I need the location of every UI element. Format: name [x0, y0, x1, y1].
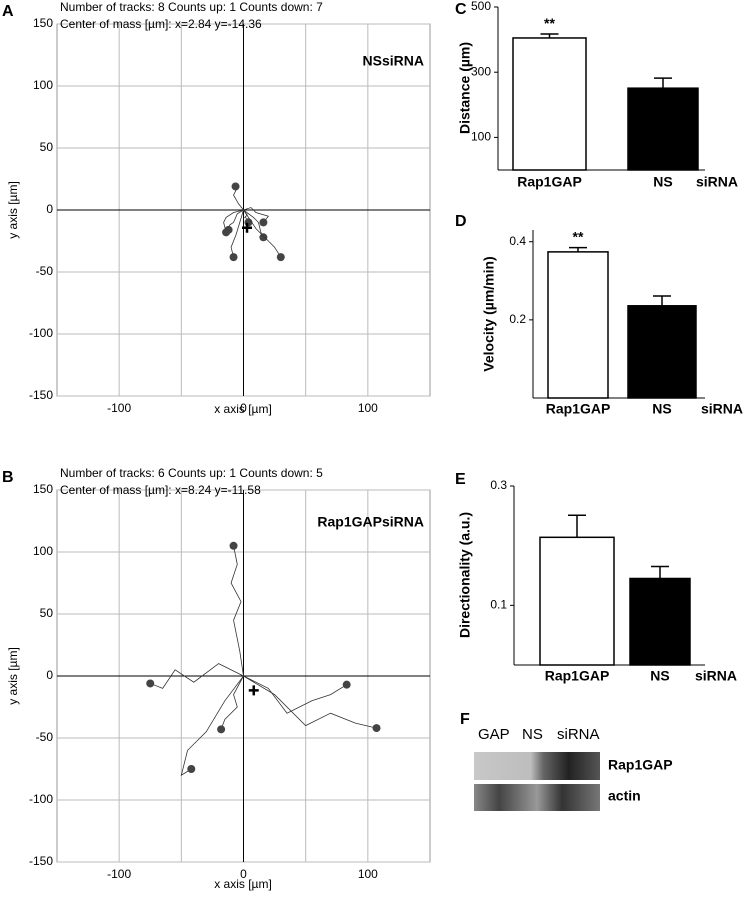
- y-tick-label: 0: [46, 202, 53, 216]
- header: Center of mass [µm]: x=8.24 y=-11.58: [60, 483, 261, 497]
- panel-letter: B: [2, 469, 14, 486]
- y-tick-label: 0.4: [509, 234, 526, 248]
- track: [180, 675, 244, 777]
- y-tick-label: 100: [471, 130, 491, 144]
- panel-letter: C: [455, 1, 467, 18]
- y-tick-label: 150: [33, 482, 53, 496]
- y-tick-label: 0.2: [509, 312, 526, 326]
- y-tick-label: 50: [40, 140, 54, 154]
- center-of-mass: [248, 685, 259, 696]
- band-label: Rap1GAP: [608, 757, 673, 773]
- track-end: [372, 724, 381, 733]
- y-tick-label: -100: [29, 326, 53, 340]
- bar: [627, 305, 697, 399]
- track-end: [146, 679, 155, 688]
- x-tick-label: Rap1GAP: [546, 401, 611, 417]
- x-tick-label: NS: [652, 401, 671, 417]
- track: [230, 545, 244, 677]
- y-tick-label: -50: [36, 730, 54, 744]
- track-end: [229, 541, 238, 550]
- y-tick-label: 100: [33, 544, 53, 558]
- track: [230, 209, 244, 258]
- y-tick-label: 0.1: [490, 598, 507, 612]
- track: [220, 675, 244, 730]
- y-axis-label: y axis [µm]: [6, 181, 20, 239]
- track-end: [231, 182, 240, 191]
- y-tick-label: 150: [33, 16, 53, 30]
- track-end: [259, 233, 268, 242]
- y-tick-label: -150: [29, 854, 53, 868]
- band-label: actin: [608, 788, 641, 804]
- panel-letter: D: [455, 213, 467, 230]
- blot-band: [474, 752, 600, 780]
- panel-letter: F: [460, 711, 470, 728]
- track-end: [222, 228, 231, 237]
- track-end: [244, 218, 253, 227]
- blot: F GAP NS siRNA Rap1GAP actin: [460, 711, 673, 811]
- y-axis-label: Velocity (µm/min): [481, 256, 497, 371]
- x-tick-label: -100: [107, 867, 131, 881]
- group-label: siRNA: [701, 401, 743, 417]
- y-tick-label: -150: [29, 388, 53, 402]
- x-tick-label: NS: [653, 174, 672, 190]
- significance: **: [544, 15, 555, 31]
- plot-label: Rap1GAPsiRNA: [317, 514, 424, 530]
- group-label: siRNA: [695, 668, 737, 684]
- y-tick-label: 50: [40, 606, 54, 620]
- track: [243, 209, 282, 258]
- track-end: [187, 765, 196, 773]
- y-axis-label: Distance (µm): [457, 42, 473, 134]
- y-tick-label: 500: [471, 0, 491, 13]
- header: Center of mass [µm]: x=2.84 y=-14.36: [60, 17, 262, 31]
- track: [223, 209, 244, 233]
- y-tick-label: 100: [33, 78, 53, 92]
- significance: **: [573, 228, 584, 244]
- panel-letter: A: [2, 3, 14, 20]
- y-tick-label: -100: [29, 792, 53, 806]
- track: [150, 663, 244, 689]
- y-tick-label: -50: [36, 264, 54, 278]
- x-axis-label: x axis [µm]: [214, 402, 272, 416]
- x-tick-label: Rap1GAP: [517, 174, 582, 190]
- track: [243, 675, 347, 714]
- bar: [627, 87, 699, 171]
- x-tick-label: 0: [240, 867, 247, 881]
- blot-band: [474, 784, 600, 811]
- lane-label: GAP: [478, 726, 510, 743]
- lane-label: NS: [522, 726, 543, 743]
- y-axis-label: Directionality (a.u.): [457, 512, 473, 638]
- bar: [539, 536, 615, 666]
- x-tick-label: 100: [358, 401, 378, 415]
- x-tick-label: -100: [107, 401, 131, 415]
- x-axis-label: x axis [µm]: [214, 877, 272, 891]
- y-tick-label: 300: [471, 64, 491, 78]
- x-tick-label: 100: [358, 867, 378, 881]
- panel-letter: E: [455, 471, 466, 488]
- bar: [547, 251, 609, 399]
- track: [243, 675, 377, 729]
- track-end: [276, 253, 285, 262]
- track-end: [229, 253, 238, 262]
- x-tick-label: 0: [240, 401, 247, 415]
- track-end: [259, 218, 268, 227]
- center-of-mass: [242, 222, 253, 233]
- group-label: siRNA: [696, 174, 738, 190]
- lane-label: siRNA: [557, 726, 600, 743]
- x-tick-label: NS: [650, 668, 669, 684]
- y-axis-label: y axis [µm]: [6, 647, 20, 705]
- track-end: [342, 680, 351, 689]
- bar: [629, 577, 691, 666]
- y-tick-label: 0.3: [490, 478, 507, 492]
- track: [243, 207, 270, 223]
- y-tick-label: 0: [46, 668, 53, 682]
- track-end: [217, 725, 226, 734]
- plot-label: NSsiRNA: [363, 53, 424, 69]
- bar: [512, 37, 587, 171]
- x-tick-label: Rap1GAP: [545, 668, 610, 684]
- header: Number of tracks: 6 Counts up: 1 Counts …: [60, 466, 323, 480]
- header: Number of tracks: 8 Counts up: 1 Counts …: [60, 0, 323, 14]
